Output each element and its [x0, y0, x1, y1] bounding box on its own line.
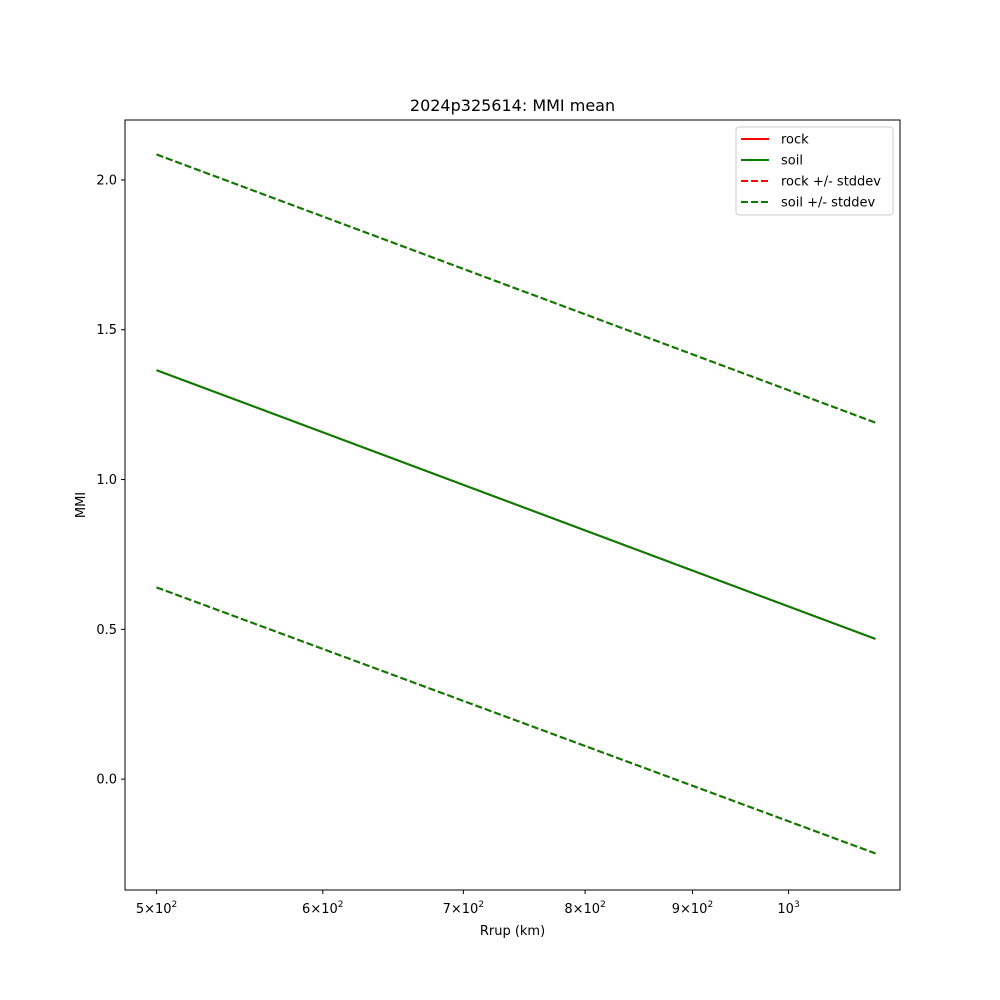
y-tick-label: 0.5 [96, 623, 117, 638]
legend: rock soil rock +/- stddev soil +/- stddev [735, 126, 894, 216]
series-layer [156, 153, 876, 855]
legend-box [735, 126, 894, 216]
series-line-soil-stddev-upper [156, 153, 876, 424]
legend-label: rock [781, 133, 809, 148]
legend-label: rock +/- stddev [781, 175, 881, 190]
x-tick-label: 5×102 [136, 900, 177, 917]
legend-label: soil [781, 154, 803, 169]
y-tick-label: 1.0 [96, 473, 117, 488]
y-tick-label: 2.0 [96, 173, 117, 188]
x-axis-ticks: 5×102 6×102 7×102 8×102 9×102 103 [136, 890, 800, 917]
plot-frame [124, 119, 901, 891]
x-tick-label: 7×102 [443, 900, 484, 917]
y-tick-label: 1.5 [96, 323, 117, 338]
y-tick-label: 0.0 [96, 773, 117, 788]
x-tick-label: 6×102 [302, 900, 343, 917]
chart-title: 2024p325614: MMI mean [410, 96, 615, 115]
series-line-soil [156, 369, 876, 640]
x-tick-label: 8×102 [564, 900, 605, 917]
x-tick-label: 9×102 [672, 900, 713, 917]
series-line-soil-stddev-lower [156, 586, 876, 855]
x-tick-label: 103 [777, 900, 799, 917]
y-axis-label: MMI [74, 492, 89, 518]
legend-label: soil +/- stddev [781, 196, 876, 211]
y-axis-ticks: 0.0 0.5 1.0 1.5 2.0 [96, 173, 125, 788]
x-axis-label: Rrup (km) [480, 924, 545, 939]
